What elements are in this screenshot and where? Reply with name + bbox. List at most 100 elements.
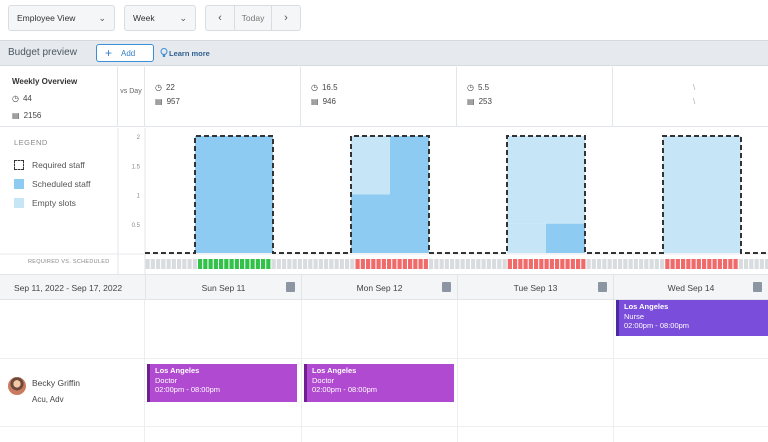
prev-week-button[interactable]: ‹ <box>206 6 234 30</box>
learn-more-link[interactable]: Learn more <box>160 48 210 58</box>
status-cell <box>245 259 250 269</box>
day-header-label: Sun Sep 11 <box>201 283 246 293</box>
status-cell <box>350 259 355 269</box>
status-cell <box>597 259 602 269</box>
status-cell <box>754 259 759 269</box>
divider <box>0 358 768 359</box>
status-cell <box>303 259 308 269</box>
add-budget-button[interactable]: + Add <box>96 44 154 62</box>
day-cost-empty: \ <box>693 97 696 106</box>
status-cell <box>287 259 292 269</box>
day-stats-mon: ◷ 16.5 ▤ 946 <box>301 67 457 127</box>
date-navigation: ‹ Today › <box>205 5 301 31</box>
status-cell <box>728 259 733 269</box>
note-icon[interactable] <box>442 282 451 292</box>
budget-preview-bar: Budget preview + Add Learn more <box>0 40 768 66</box>
status-cell <box>570 259 575 269</box>
avatar[interactable] <box>8 377 26 395</box>
status-cell <box>313 259 318 269</box>
day-header-mon[interactable]: Mon Sep 12 <box>301 275 457 301</box>
legend-swatch-scheduled <box>14 179 24 189</box>
weekly-cost-value: 2156 <box>23 111 42 120</box>
period-select-value: Week <box>133 13 155 23</box>
day-hours: ◷ 5.5 <box>467 83 489 92</box>
required-vs-scheduled-label: REQUIRED VS. SCHEDULED <box>28 259 110 265</box>
view-select[interactable]: Employee View ⌄ <box>8 5 115 31</box>
status-cell <box>250 259 255 269</box>
legend-label: Empty slots <box>32 198 76 208</box>
employee-name[interactable]: Becky Griffin <box>32 378 81 388</box>
money-icon: ▤ <box>155 97 163 106</box>
status-cell <box>444 259 449 269</box>
shift-location: Los Angeles <box>624 302 669 311</box>
weekly-overview: Weekly Overview ◷ 44 ▤ 2156 vs Day ◷ 22 ▤ 95… <box>0 67 768 127</box>
status-cell <box>345 259 350 269</box>
legend-swatch-empty <box>14 198 24 208</box>
shift-role: Doctor <box>312 375 335 385</box>
status-cell <box>702 259 707 269</box>
shift-time: 02:00pm - 08:00pm <box>624 321 690 330</box>
status-cell <box>455 259 460 269</box>
status-cell <box>450 259 455 269</box>
status-cell <box>665 259 670 269</box>
status-cell <box>707 259 712 269</box>
status-cell <box>612 259 617 269</box>
scheduled-staff-bar <box>390 136 429 195</box>
employee-tags: Acu, Adv <box>32 395 64 404</box>
status-cell <box>696 259 701 269</box>
status-cell <box>691 259 696 269</box>
note-icon[interactable] <box>286 282 295 292</box>
note-icon[interactable] <box>753 282 762 292</box>
status-cell <box>418 259 423 269</box>
status-cell <box>413 259 418 269</box>
status-cell <box>145 259 150 269</box>
lightbulb-icon <box>160 48 168 57</box>
note-icon[interactable] <box>598 282 607 292</box>
schedule-grid: Los Angeles Nurse 02:00pm - 08:00pm Beck… <box>0 300 768 442</box>
clock-icon: ◷ <box>12 94 19 103</box>
shift-card[interactable]: Los Angeles Doctor 02:00pm - 08:00pm <box>147 364 297 402</box>
status-cell <box>497 259 502 269</box>
status-cell <box>371 259 376 269</box>
next-week-button[interactable]: › <box>272 6 300 30</box>
status-cell <box>654 259 659 269</box>
status-cell <box>334 259 339 269</box>
status-cell <box>376 259 381 269</box>
y-tick-label: 0.5 <box>132 223 141 229</box>
open-shift-card[interactable]: Los Angeles Nurse 02:00pm - 08:00pm <box>616 300 768 336</box>
empty-slots-bar <box>507 136 585 224</box>
status-cell <box>203 259 208 269</box>
status-cell <box>717 259 722 269</box>
clock-icon: ◷ <box>155 83 162 92</box>
status-cell <box>628 259 633 269</box>
status-cell <box>355 259 360 269</box>
status-cell <box>759 259 764 269</box>
status-cell <box>460 259 465 269</box>
status-cell <box>749 259 754 269</box>
clock-icon: ◷ <box>467 83 474 92</box>
status-cell <box>623 259 628 269</box>
status-cell <box>392 259 397 269</box>
weekly-hours-value: 44 <box>22 94 32 103</box>
day-hours-value: 22 <box>165 83 175 92</box>
day-header-wed[interactable]: Wed Sep 14 <box>613 275 768 301</box>
day-cost: ▤ 253 <box>467 97 492 106</box>
status-cell <box>539 259 544 269</box>
status-cell <box>240 259 245 269</box>
status-cell <box>434 259 439 269</box>
divider <box>457 300 458 442</box>
status-cell <box>486 259 491 269</box>
toolbar: Employee View ⌄ Week ⌄ ‹ Today › <box>0 0 768 38</box>
status-cell <box>182 259 187 269</box>
day-header-sun[interactable]: Sun Sep 11 <box>145 275 301 301</box>
chevron-down-icon: ⌄ <box>179 13 187 23</box>
status-cell <box>591 259 596 269</box>
today-button[interactable]: Today <box>234 6 272 30</box>
status-cell <box>507 259 512 269</box>
shift-card[interactable]: Los Angeles Doctor 02:00pm - 08:00pm <box>304 364 454 402</box>
day-header-tue[interactable]: Tue Sep 13 <box>457 275 613 301</box>
status-cell <box>292 259 297 269</box>
status-cell <box>329 259 334 269</box>
period-select[interactable]: Week ⌄ <box>124 5 196 31</box>
status-cell <box>712 259 717 269</box>
